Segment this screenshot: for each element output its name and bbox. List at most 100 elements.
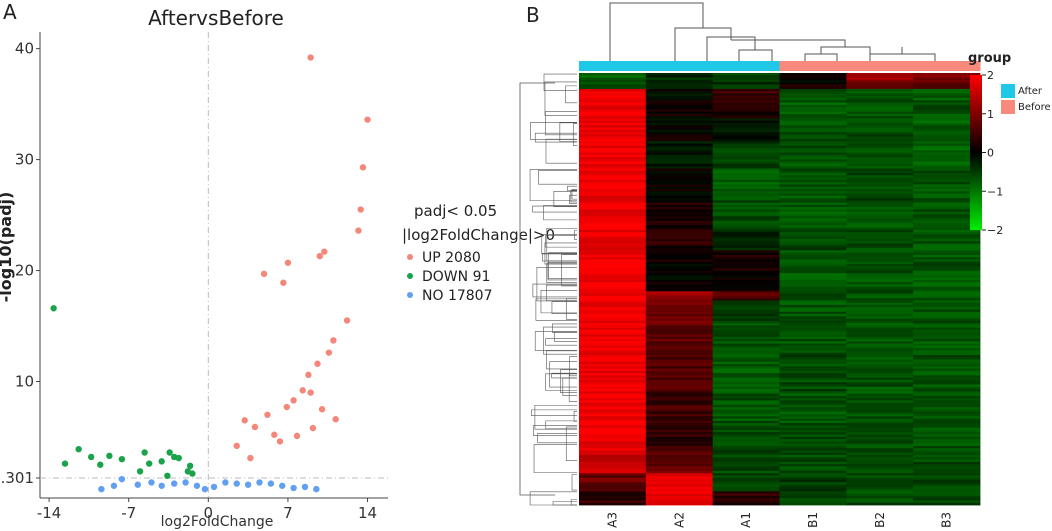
heatmap-cell <box>645 361 714 365</box>
heatmap-cell <box>645 443 714 447</box>
heatmap-cell <box>712 118 780 122</box>
heatmap-cell <box>779 457 847 460</box>
heatmap-cell <box>579 302 647 306</box>
heatmap-cell <box>779 502 847 506</box>
heatmap-cell <box>579 282 647 285</box>
heatmap-cell <box>913 163 981 167</box>
heatmap-cell <box>645 200 714 203</box>
heatmap-cell <box>645 286 714 290</box>
heatmap-cell <box>846 461 914 465</box>
point-down <box>158 458 165 465</box>
heatmap-cell <box>779 423 847 426</box>
heatmap-cell <box>779 409 847 413</box>
heatmap-cell <box>846 118 914 122</box>
heatmap-cell <box>779 334 847 338</box>
heatmap-cell <box>579 384 647 388</box>
heatmap-cell <box>579 213 647 217</box>
heatmap-cell <box>846 429 914 433</box>
heatmap-cell <box>645 148 714 151</box>
heatmap-cell <box>913 382 981 385</box>
heatmap-cell <box>779 204 847 208</box>
heatmap-cell <box>846 104 914 108</box>
row-dendrogram-branch <box>545 420 577 430</box>
heatmap-cell <box>645 232 714 235</box>
heatmap-cell <box>846 293 914 297</box>
row-dendrogram-branch <box>529 491 577 506</box>
heatmap-cell <box>913 223 981 226</box>
heatmap-cell <box>645 252 714 256</box>
heatmap-column-label: B1 <box>806 512 820 528</box>
heatmap-cell <box>846 152 914 156</box>
heatmap-cell <box>579 209 647 213</box>
heatmap-cell <box>645 439 714 442</box>
heatmap-cell <box>645 368 714 372</box>
heatmap-cell <box>579 377 647 381</box>
point-down <box>118 455 126 463</box>
heatmap-cell <box>913 75 981 78</box>
heatmap-cell <box>712 277 780 281</box>
heatmap-cell <box>712 395 780 399</box>
heatmap-cell <box>579 348 647 351</box>
heatmap-cell <box>913 102 981 106</box>
heatmap-cell <box>579 113 647 117</box>
group-bar-cell <box>645 61 714 71</box>
heatmap-cell <box>645 125 714 128</box>
heatmap-cell <box>779 173 847 176</box>
heatmap-cell <box>645 129 714 133</box>
row-dendrogram-branch <box>541 234 577 255</box>
heatmap-cell <box>712 443 780 447</box>
heatmap-cell <box>779 259 847 263</box>
heatmap-cell <box>712 100 780 103</box>
heatmap-cell <box>712 427 780 431</box>
heatmap-cell <box>779 323 847 326</box>
heatmap-cell <box>712 254 780 258</box>
heatmap-cell <box>712 391 780 394</box>
heatmap-cell <box>913 495 981 499</box>
heatmap-cell <box>779 341 847 344</box>
row-dendrogram-branch <box>560 369 577 393</box>
heatmap-cell <box>712 479 780 483</box>
heatmap-cell <box>579 73 647 76</box>
heatmap-cell <box>779 102 847 106</box>
heatmap-cell <box>579 220 647 224</box>
heatmap-cell <box>579 389 647 392</box>
heatmap-cell <box>579 75 647 78</box>
heatmap-cell <box>712 425 780 429</box>
heatmap-cell <box>712 332 780 335</box>
heatmap-cell <box>579 427 647 431</box>
heatmap-cell <box>846 111 914 115</box>
heatmap-cell <box>712 129 780 133</box>
heatmap-cell <box>712 398 780 401</box>
heatmap-cell <box>645 188 714 192</box>
heatmap-cell <box>712 198 780 201</box>
heatmap-cell <box>712 191 780 194</box>
panel-label-b: B <box>526 3 540 27</box>
heatmap-cell <box>913 427 981 431</box>
heatmap-cell <box>645 75 714 78</box>
heatmap-cell <box>645 227 714 231</box>
heatmap-cell <box>846 327 914 331</box>
heatmap-cell <box>579 482 647 485</box>
heatmap-cell <box>579 439 647 442</box>
heatmap-cell <box>645 273 714 276</box>
heatmap-cell <box>779 418 847 422</box>
heatmap-cell <box>913 82 981 85</box>
point-up <box>247 454 254 462</box>
heatmap-cell <box>913 343 981 347</box>
heatmap-cell <box>846 468 914 472</box>
heatmap-cell <box>779 391 847 394</box>
heatmap-cell <box>579 441 647 445</box>
heatmap-cell <box>712 248 780 251</box>
heatmap-cell <box>913 409 981 413</box>
heatmap-cell <box>645 366 714 369</box>
heatmap-cell <box>579 457 647 460</box>
heatmap-cell <box>913 307 981 310</box>
heatmap-cell <box>645 309 714 313</box>
heatmap-cell <box>779 477 847 481</box>
point-down <box>141 449 148 456</box>
heatmap-cell <box>779 261 847 265</box>
heatmap-cell <box>846 132 914 135</box>
heatmap-cell <box>579 332 647 335</box>
heatmap-cell <box>913 116 981 119</box>
heatmap-cell <box>913 502 981 506</box>
